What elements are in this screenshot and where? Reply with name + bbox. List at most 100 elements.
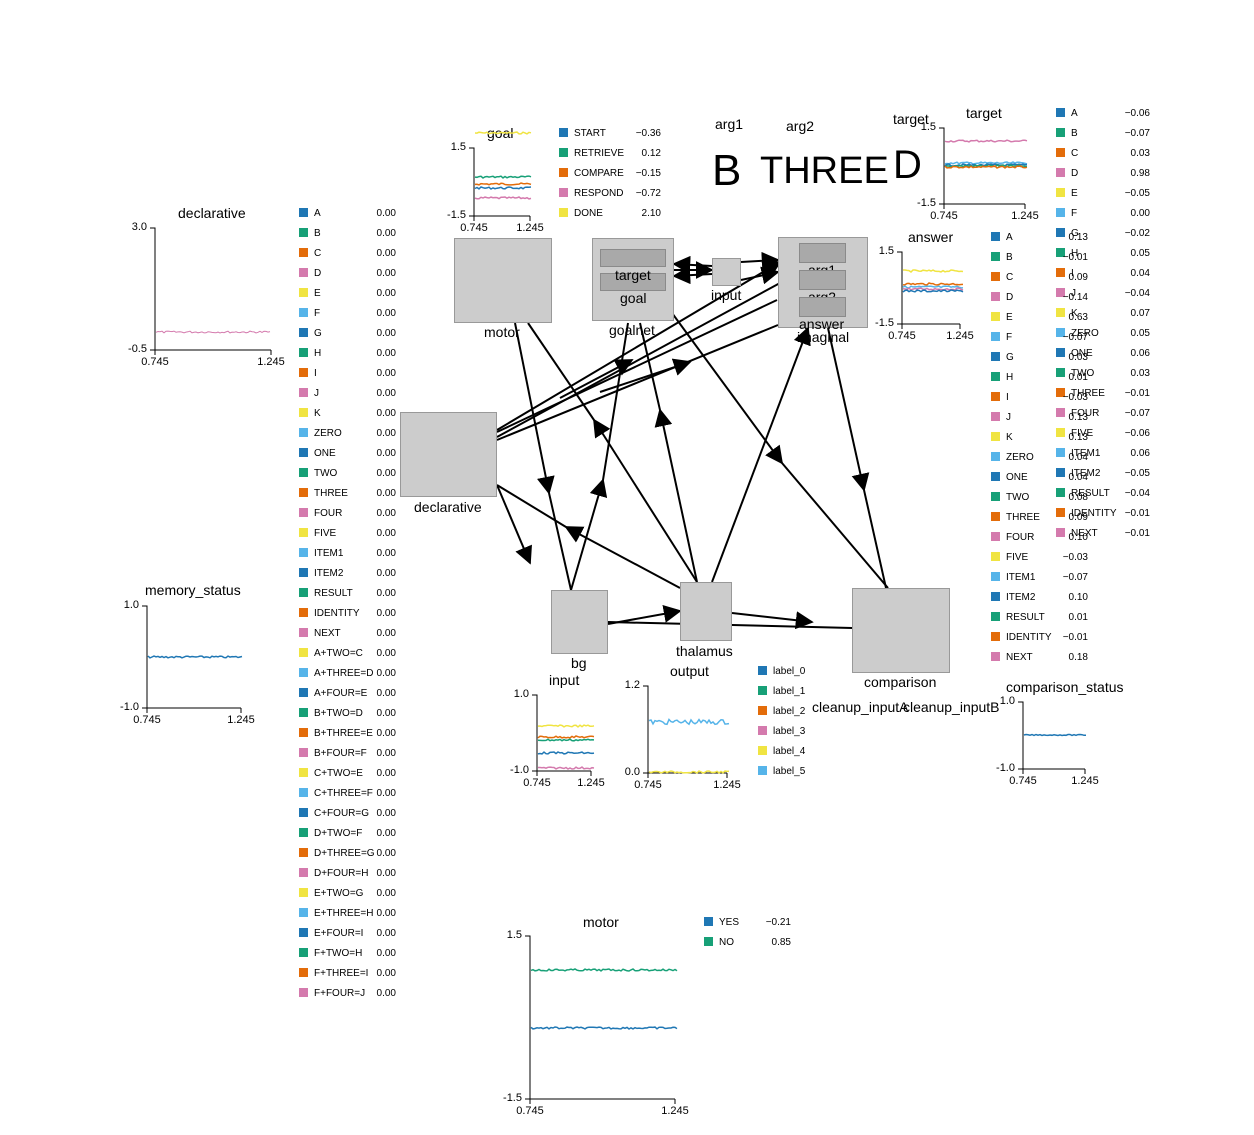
goal-legend-item[interactable]: RESPOND −0.72 — [559, 188, 661, 199]
declarative-legend-item[interactable]: B+FOUR=F 0.00 — [299, 748, 396, 759]
answer-legend-item[interactable]: A 0.13 — [991, 232, 1088, 243]
declarative-legend-item[interactable]: E+THREE=H 0.00 — [299, 908, 396, 919]
declarative-legend-item[interactable]: A+THREE=D 0.00 — [299, 668, 396, 679]
target-legend-item[interactable]: ITEM1 0.06 — [1056, 448, 1150, 459]
declarative-legend-item[interactable]: FIVE 0.00 — [299, 528, 396, 539]
declarative-legend-item[interactable]: K 0.00 — [299, 408, 396, 419]
declarative-legend-item[interactable]: C+TWO=E 0.00 — [299, 768, 396, 779]
declarative-legend-item[interactable]: B 0.00 — [299, 228, 396, 239]
bg-node[interactable] — [551, 590, 608, 654]
declarative-legend-item[interactable]: A+FOUR=E 0.00 — [299, 688, 396, 699]
target-legend-item[interactable]: FOUR −0.07 — [1056, 408, 1150, 419]
target-legend-item[interactable]: G −0.02 — [1056, 228, 1150, 239]
goal-subnode[interactable] — [600, 273, 666, 291]
answer-legend-item[interactable]: ITEM2 0.10 — [991, 592, 1088, 603]
arg2-subnode[interactable] — [799, 270, 846, 290]
declarative-legend-item[interactable]: F+TWO=H 0.00 — [299, 948, 396, 959]
declarative-legend-item[interactable]: THREE 0.00 — [299, 488, 396, 499]
arg1-subnode[interactable] — [799, 243, 846, 263]
declarative-legend-item[interactable]: H 0.00 — [299, 348, 396, 359]
declarative-legend-item[interactable]: E+FOUR=I 0.00 — [299, 928, 396, 939]
declarative-legend-item[interactable]: J 0.00 — [299, 388, 396, 399]
declarative-legend-item[interactable]: A 0.00 — [299, 208, 396, 219]
thalamus-node[interactable] — [680, 582, 732, 641]
goal-legend-item[interactable]: COMPARE −0.15 — [559, 168, 661, 179]
target-legend-item[interactable]: NEXT −0.01 — [1056, 528, 1150, 539]
declarative-legend-item[interactable]: F+FOUR=J 0.00 — [299, 988, 396, 999]
declarative-legend-item[interactable]: ONE 0.00 — [299, 448, 396, 459]
declarative-legend-item[interactable]: D+FOUR=H 0.00 — [299, 868, 396, 879]
declarative-legend-item[interactable]: E+TWO=G 0.00 — [299, 888, 396, 899]
declarative-legend-item[interactable]: C+THREE=F 0.00 — [299, 788, 396, 799]
target-legend-item[interactable]: H 0.05 — [1056, 248, 1150, 259]
declarative-legend-item[interactable]: D 0.00 — [299, 268, 396, 279]
target-subnode[interactable] — [600, 249, 666, 267]
motor-legend-item[interactable]: NO 0.85 — [704, 937, 791, 948]
declarative-legend-item[interactable]: ITEM1 0.00 — [299, 548, 396, 559]
declarative-legend-item[interactable]: D+THREE=G 0.00 — [299, 848, 396, 859]
declarative-legend-item[interactable]: IDENTITY 0.00 — [299, 608, 396, 619]
answer-legend-item[interactable]: FIVE −0.03 — [991, 552, 1088, 563]
target-legend-item[interactable]: F 0.00 — [1056, 208, 1150, 219]
output-legend-item[interactable]: label_5 — [758, 766, 805, 777]
answer-legend-item[interactable]: ONE 0.04 — [991, 472, 1088, 483]
declarative-legend-item[interactable]: TWO 0.00 — [299, 468, 396, 479]
answer-legend-item[interactable]: THREE 0.09 — [991, 512, 1088, 523]
answer-legend-item[interactable]: IDENTITY −0.01 — [991, 632, 1088, 643]
output-legend-item[interactable]: label_2 — [758, 706, 805, 717]
answer-legend-item[interactable]: ITEM1 −0.07 — [991, 572, 1088, 583]
declarative-legend-item[interactable]: RESULT 0.00 — [299, 588, 396, 599]
comparison-node[interactable] — [852, 588, 950, 673]
goal-legend-item[interactable]: DONE 2.10 — [559, 208, 661, 219]
output-legend-item[interactable]: label_3 — [758, 726, 805, 737]
answer-legend-item[interactable]: G 0.03 — [991, 352, 1088, 363]
answer-legend-item[interactable]: B −0.01 — [991, 252, 1088, 263]
answer-legend-item[interactable]: I −0.03 — [991, 392, 1088, 403]
target-legend-item[interactable]: E −0.05 — [1056, 188, 1150, 199]
target-legend-item[interactable]: K 0.07 — [1056, 308, 1150, 319]
target-legend-item[interactable]: J −0.04 — [1056, 288, 1150, 299]
answer-legend-item[interactable]: ZERO 0.04 — [991, 452, 1088, 463]
declarative-node[interactable] — [400, 412, 497, 497]
declarative-legend-item[interactable]: I 0.00 — [299, 368, 396, 379]
answer-legend-item[interactable]: E 0.63 — [991, 312, 1088, 323]
target-legend-item[interactable]: B −0.07 — [1056, 128, 1150, 139]
target-legend-item[interactable]: C 0.03 — [1056, 148, 1150, 159]
declarative-legend-item[interactable]: NEXT 0.00 — [299, 628, 396, 639]
answer-legend-item[interactable]: RESULT 0.01 — [991, 612, 1088, 623]
motor-legend-item[interactable]: YES −0.21 — [704, 917, 791, 928]
target-legend-item[interactable]: ZERO 0.05 — [1056, 328, 1150, 339]
answer-legend-item[interactable]: H 0.01 — [991, 372, 1088, 383]
declarative-legend-item[interactable]: A+TWO=C 0.00 — [299, 648, 396, 659]
goal-legend-item[interactable]: START −0.36 — [559, 128, 661, 139]
declarative-legend-item[interactable]: E 0.00 — [299, 288, 396, 299]
output-legend-item[interactable]: label_1 — [758, 686, 805, 697]
declarative-legend-item[interactable]: D+TWO=F 0.00 — [299, 828, 396, 839]
answer-legend-item[interactable]: TWO 0.08 — [991, 492, 1088, 503]
declarative-legend-item[interactable]: ZERO 0.00 — [299, 428, 396, 439]
answer-legend-item[interactable]: D −0.14 — [991, 292, 1088, 303]
target-legend-item[interactable]: THREE −0.01 — [1056, 388, 1150, 399]
answer-legend-item[interactable]: K 0.13 — [991, 432, 1088, 443]
input-node[interactable] — [712, 258, 741, 286]
declarative-legend-item[interactable]: FOUR 0.00 — [299, 508, 396, 519]
target-legend-item[interactable]: IDENTITY −0.01 — [1056, 508, 1150, 519]
declarative-legend-item[interactable]: C 0.00 — [299, 248, 396, 259]
answer-subnode[interactable] — [799, 297, 846, 317]
declarative-legend-item[interactable]: F+THREE=I 0.00 — [299, 968, 396, 979]
target-legend-item[interactable]: A −0.06 — [1056, 108, 1150, 119]
target-legend-item[interactable]: RESULT −0.04 — [1056, 488, 1150, 499]
output-legend-item[interactable]: label_0 — [758, 666, 805, 677]
answer-legend-item[interactable]: FOUR 0.10 — [991, 532, 1088, 543]
declarative-legend-item[interactable]: ITEM2 0.00 — [299, 568, 396, 579]
declarative-legend-item[interactable]: F 0.00 — [299, 308, 396, 319]
output-legend-item[interactable]: label_4 — [758, 746, 805, 757]
declarative-legend-item[interactable]: G 0.00 — [299, 328, 396, 339]
declarative-legend-item[interactable]: B+TWO=D 0.00 — [299, 708, 396, 719]
target-legend-item[interactable]: ONE 0.06 — [1056, 348, 1150, 359]
target-legend-item[interactable]: I 0.04 — [1056, 268, 1150, 279]
goal-legend-item[interactable]: RETRIEVE 0.12 — [559, 148, 661, 159]
target-legend-item[interactable]: ITEM2 −0.05 — [1056, 468, 1150, 479]
motor-node[interactable] — [454, 238, 552, 323]
answer-legend-item[interactable]: J 0.13 — [991, 412, 1088, 423]
